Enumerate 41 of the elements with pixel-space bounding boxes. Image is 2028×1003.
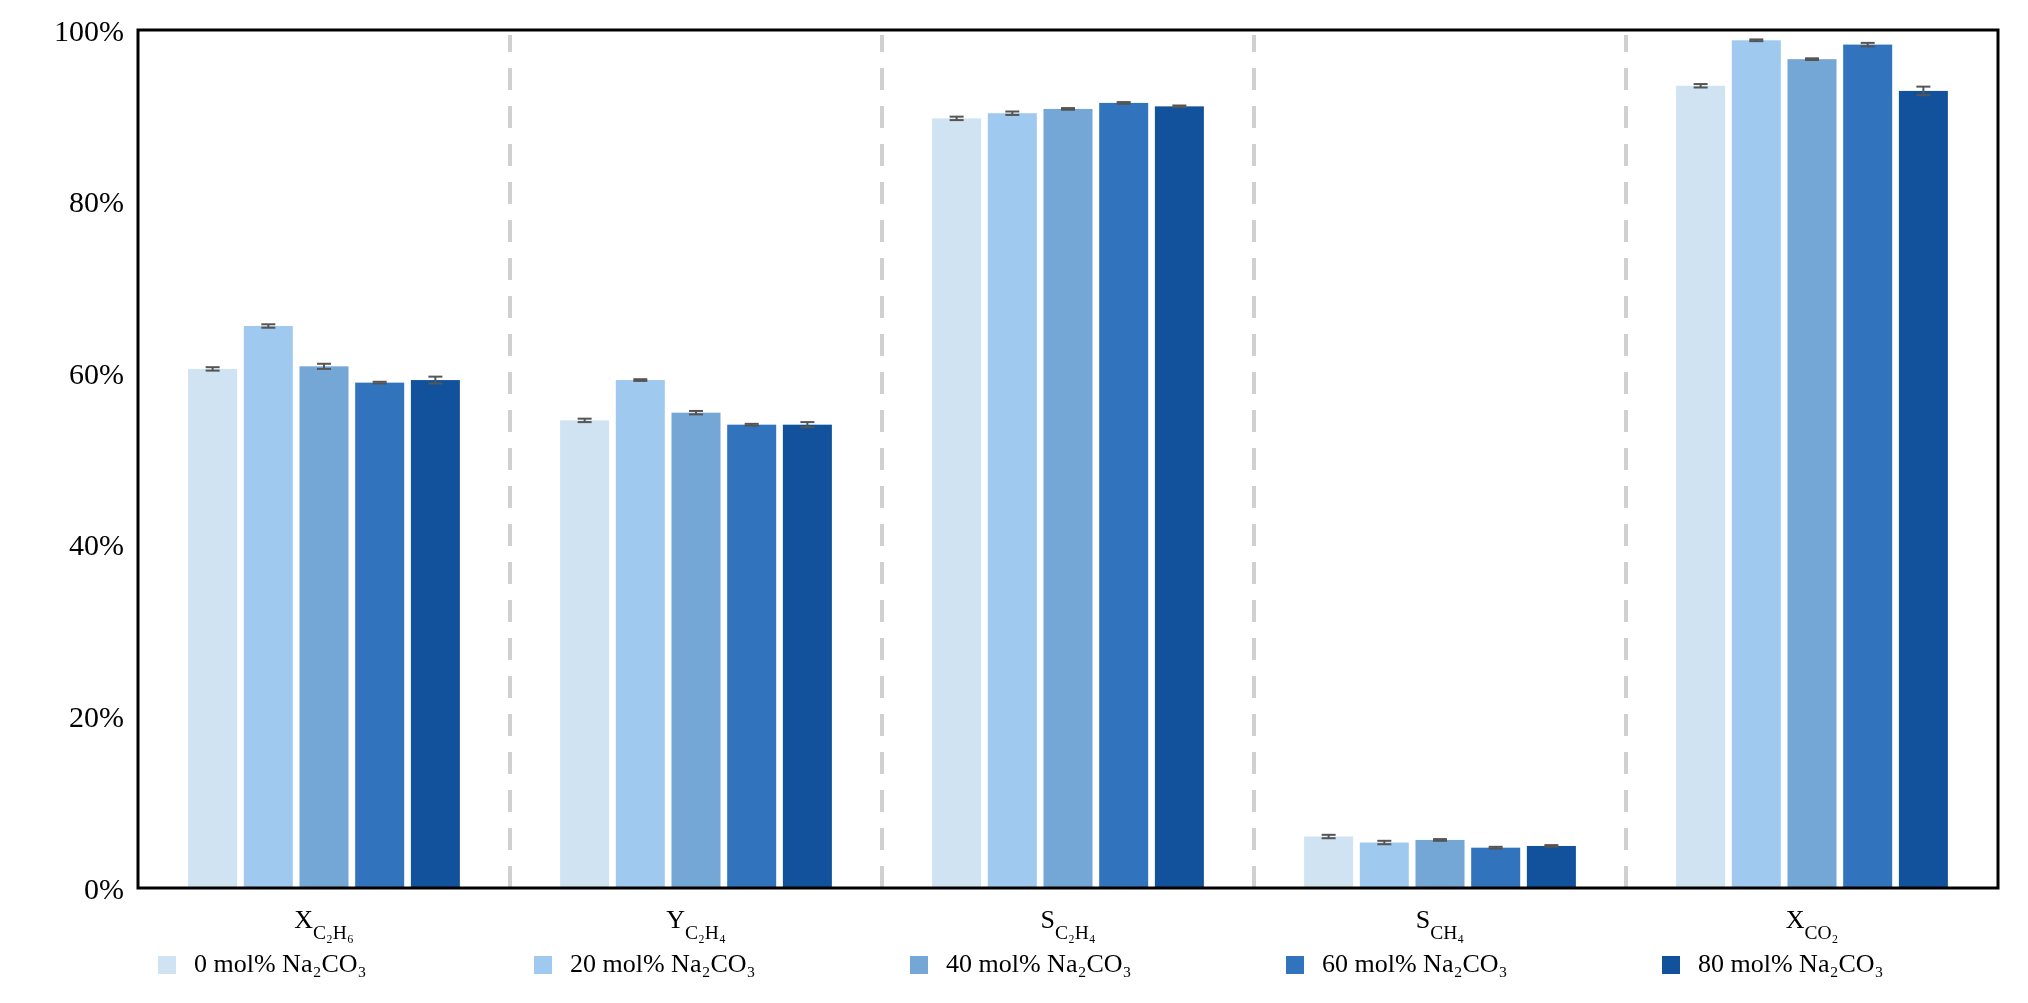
bar	[1415, 839, 1465, 888]
bar	[1843, 44, 1893, 888]
bar	[1043, 108, 1093, 888]
bar	[987, 113, 1037, 888]
bar	[671, 412, 721, 888]
legend-label: 0 mol% Na₂CO₃	[194, 949, 367, 978]
y-tick-label: 60%	[69, 356, 124, 390]
legend-label: 20 mol% Na₂CO₃	[570, 949, 756, 978]
bar	[1787, 59, 1837, 888]
bar	[188, 368, 238, 888]
y-tick-label: 80%	[69, 185, 124, 219]
bar	[410, 380, 460, 888]
y-tick-label: 20%	[69, 699, 124, 733]
bar	[560, 420, 610, 888]
legend-label: 60 mol% Na₂CO₃	[1322, 949, 1508, 978]
bar	[727, 424, 777, 888]
x-tick-label: X$_{C₂H₆}$	[294, 905, 354, 943]
bar	[1676, 85, 1726, 888]
legend-label: 80 mol% Na₂CO₃	[1698, 949, 1884, 978]
bar	[243, 326, 293, 888]
y-tick-label: 100%	[54, 13, 124, 47]
bar	[782, 424, 832, 888]
x-tick-label: Y$_{C₂H₄}$	[666, 905, 726, 943]
bar	[1898, 90, 1948, 888]
bar	[1304, 836, 1354, 888]
y-tick-label: 40%	[69, 528, 124, 562]
bar	[1731, 40, 1781, 888]
y-tick-label: 0%	[84, 871, 124, 905]
bar	[299, 366, 349, 888]
bar	[932, 118, 982, 888]
bar	[1099, 102, 1149, 888]
x-tick-label: X$_{CO₂}$	[1785, 905, 1839, 943]
x-tick-label: S$_{C₂H₄}$	[1040, 905, 1096, 943]
bar	[1526, 845, 1576, 888]
bar	[1471, 847, 1521, 888]
bar	[355, 382, 405, 888]
legend-label: 40 mol% Na₂CO₃	[946, 949, 1132, 978]
bar	[1154, 106, 1204, 888]
bar	[615, 380, 665, 888]
x-tick-label: S$_{CH₄}$	[1415, 905, 1465, 943]
bar	[1359, 842, 1409, 888]
